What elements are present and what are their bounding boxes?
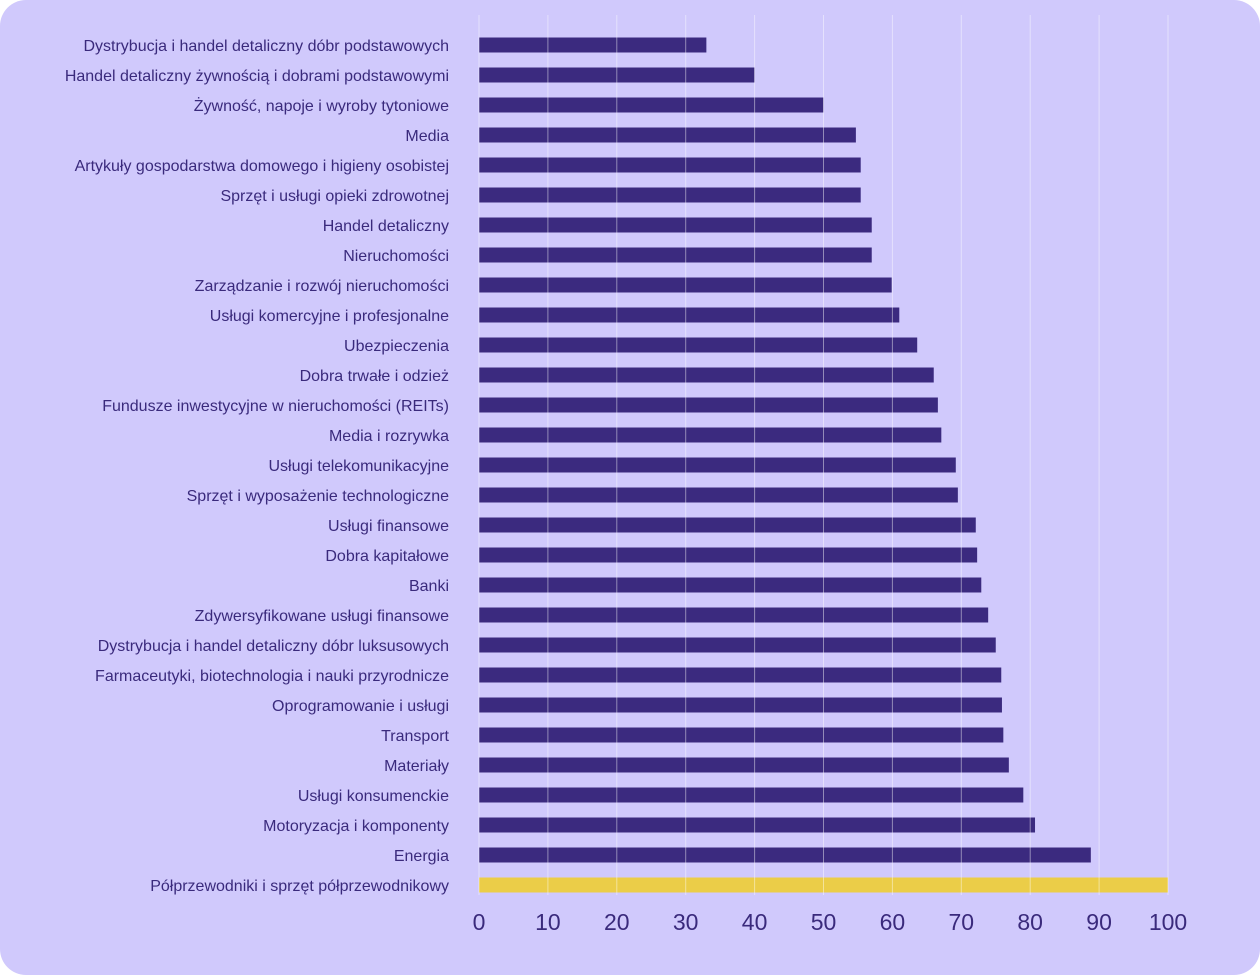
bar [479, 607, 989, 623]
bar [479, 727, 1004, 743]
category-label: Media [405, 128, 449, 145]
bar [479, 577, 982, 593]
x-tick-label: 0 [473, 909, 486, 935]
bar [479, 157, 861, 173]
category-label: Usługi telekomunikacyjne [268, 458, 449, 475]
bar [479, 667, 1002, 683]
bar [479, 457, 956, 473]
bar [479, 67, 755, 83]
category-label: Dobra kapitałowe [325, 548, 449, 565]
category-label: Zarządzanie i rozwój nieruchomości [195, 278, 449, 295]
x-tick-label: 70 [949, 909, 975, 935]
x-tick-label: 10 [535, 909, 561, 935]
category-label: Żywność, napoje i wyroby tytoniowe [194, 96, 449, 115]
x-tick-label: 40 [742, 909, 768, 935]
bar [479, 637, 996, 653]
category-label: Nieruchomości [343, 248, 449, 265]
category-label: Media i rozrywka [329, 428, 449, 445]
x-tick-label: 20 [604, 909, 630, 935]
category-label: Farmaceutyki, biotechnologia i nauki prz… [95, 668, 449, 685]
category-label: Ubezpieczenia [344, 338, 449, 355]
category-label: Fundusze inwestycyjne w nieruchomości (R… [102, 398, 449, 415]
bar [479, 487, 958, 503]
x-tick-label: 90 [1086, 909, 1112, 935]
category-label: Energia [394, 848, 449, 865]
category-label: Artykuły gospodarstwa domowego i higieny… [75, 158, 449, 175]
bar [479, 247, 872, 263]
bar [479, 877, 1168, 893]
bar [479, 547, 978, 563]
bar [479, 307, 900, 323]
category-label: Transport [381, 728, 449, 745]
bar [479, 427, 942, 443]
category-label: Sprzęt i usługi opieki zdrowotnej [220, 188, 449, 205]
x-tick-label: 50 [811, 909, 837, 935]
bar [479, 217, 872, 233]
category-label: Zdywersyfikowane usługi finansowe [195, 608, 449, 625]
category-label: Materiały [384, 758, 449, 775]
category-label: Handel detaliczny żywnością i dobrami po… [65, 68, 449, 85]
bar [479, 757, 1009, 773]
bar [479, 187, 861, 203]
x-tick-label: 60 [880, 909, 906, 935]
category-label: Usługi konsumenckie [298, 788, 449, 805]
category-label: Dobra trwałe i odzież [300, 368, 449, 385]
category-label: Motoryzacja i komponenty [263, 818, 449, 835]
x-tick-label: 30 [673, 909, 699, 935]
bar [479, 397, 938, 413]
bar [479, 787, 1024, 803]
category-label: Usługi komercyjne i profesjonalne [210, 308, 449, 325]
category-label: Dystrybucja i handel detaliczny dóbr luk… [98, 638, 449, 655]
category-label: Usługi finansowe [328, 518, 449, 535]
category-label: Oprogramowanie i usługi [272, 698, 449, 715]
bar [479, 277, 892, 293]
bar [479, 337, 918, 353]
category-label: Dystrybucja i handel detaliczny dóbr pod… [83, 38, 449, 55]
x-tick-label: 100 [1149, 909, 1187, 935]
category-label: Sprzęt i wyposażenie technologiczne [187, 488, 449, 505]
bar [479, 127, 856, 143]
bar [479, 37, 707, 53]
bar [479, 697, 1002, 713]
bar [479, 97, 824, 113]
bar [479, 367, 934, 383]
x-tick-label: 80 [1017, 909, 1043, 935]
bar [479, 817, 1036, 833]
category-label: Handel detaliczny [323, 218, 449, 235]
category-label: Półprzewodniki i sprzęt półprzewodnikowy [150, 878, 449, 895]
bar [479, 517, 976, 533]
bar [479, 847, 1091, 863]
category-label: Banki [409, 578, 449, 595]
